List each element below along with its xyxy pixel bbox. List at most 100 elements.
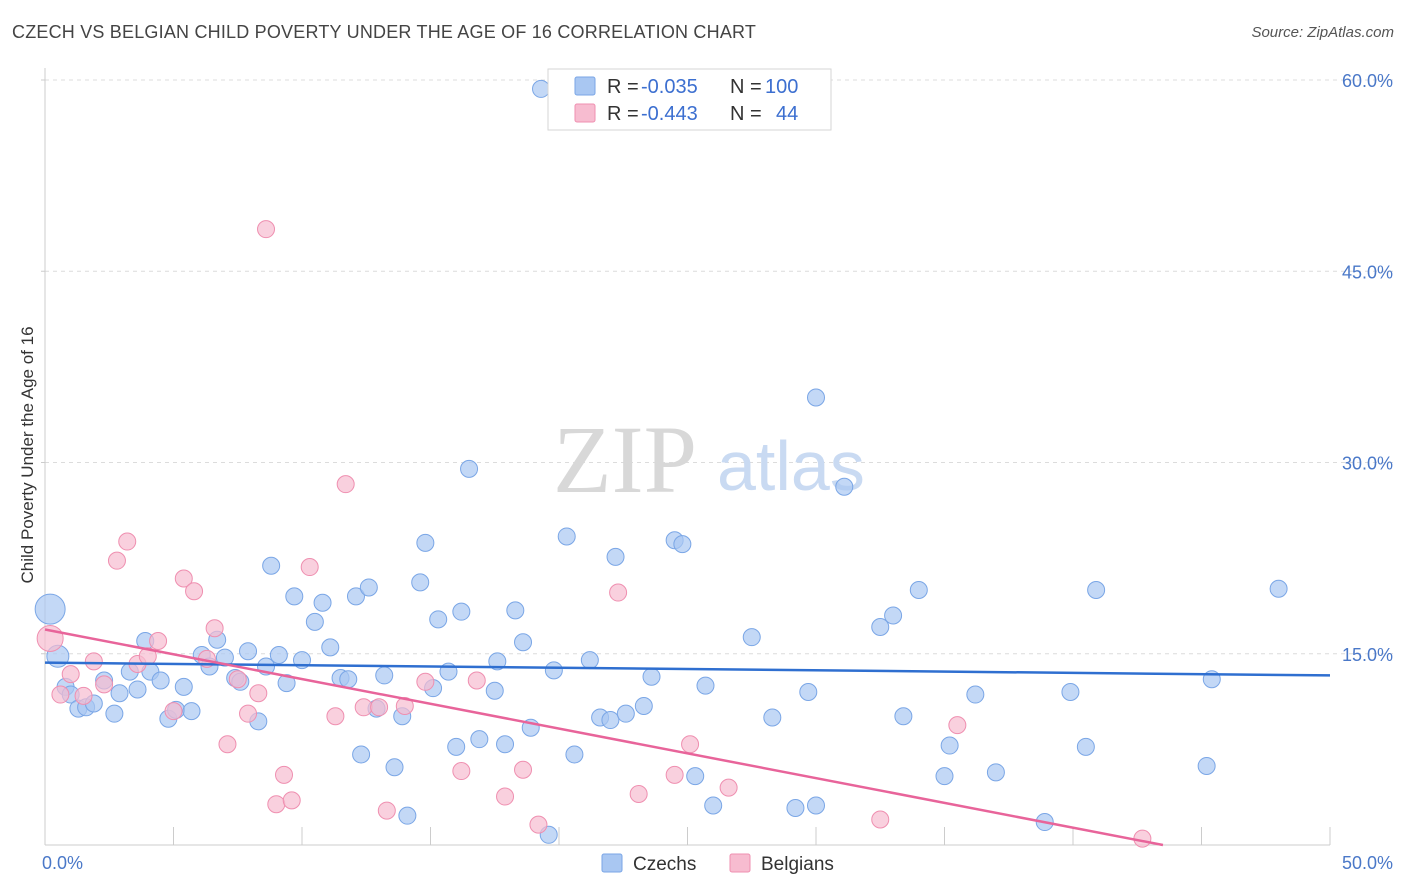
trend-lines xyxy=(44,628,1331,847)
czech-point xyxy=(277,674,296,693)
belgian-point xyxy=(228,670,247,689)
belgian-point xyxy=(118,532,137,551)
czech-point xyxy=(642,667,661,686)
czech-point xyxy=(704,796,723,815)
czech-point xyxy=(580,651,599,670)
czech-point xyxy=(673,535,692,554)
czech-point xyxy=(416,533,435,552)
czech-point xyxy=(321,638,340,657)
czech-point xyxy=(411,573,430,592)
legend-n-label: N = xyxy=(730,76,762,98)
belgian-point xyxy=(529,815,548,834)
belgian-point xyxy=(416,672,435,691)
czech-point xyxy=(352,745,371,764)
legend-swatch-czechs xyxy=(574,76,596,96)
y-tick-label: 60.0% xyxy=(1342,71,1393,91)
belgian-point xyxy=(629,785,648,803)
bottom-legend: Czechs Belgians xyxy=(601,853,834,875)
belgian-point xyxy=(51,685,70,704)
legend-r-label: R = xyxy=(607,76,639,98)
legend-swatch-czechs xyxy=(601,853,623,873)
legend-n-value-czechs: 100 xyxy=(765,76,798,98)
czech-point xyxy=(34,593,66,625)
czech-point xyxy=(532,79,551,98)
y-tick-label: 30.0% xyxy=(1342,454,1393,474)
czech-point xyxy=(262,556,281,575)
czech-point xyxy=(110,684,129,703)
chart-title: CZECH VS BELGIAN CHILD POVERTY UNDER THE… xyxy=(12,22,757,42)
belgian-point xyxy=(95,675,114,694)
czech-point xyxy=(239,642,258,661)
czech-point xyxy=(174,677,193,696)
belgian-point xyxy=(336,475,355,494)
belgian-point xyxy=(164,702,183,721)
source-credit: Source: ZipAtlas.com xyxy=(1251,24,1394,41)
czech-point xyxy=(799,683,818,701)
czech-trend-line xyxy=(44,661,1331,677)
czech-point xyxy=(305,612,324,631)
belgian-point xyxy=(218,735,237,754)
x-tick-labels: 0.0% 50.0% xyxy=(42,853,1393,873)
legend-n-value-belgians: 44 xyxy=(776,103,798,125)
czech-point xyxy=(884,606,903,625)
czech-point xyxy=(986,763,1005,782)
y-tick-label: 15.0% xyxy=(1342,645,1393,665)
czech-point xyxy=(835,477,854,496)
belgian-point xyxy=(267,795,286,814)
belgian-points xyxy=(36,220,1152,848)
belgian-point xyxy=(609,583,628,602)
belgian-point xyxy=(681,735,700,754)
czech-point xyxy=(385,758,404,777)
legend-label-belgians: Belgians xyxy=(761,854,834,875)
belgian-point xyxy=(452,762,471,781)
czech-point xyxy=(1061,683,1080,701)
czech-point xyxy=(557,527,576,546)
czech-point xyxy=(742,628,761,647)
czech-point xyxy=(496,735,515,754)
belgian-point xyxy=(496,787,515,806)
belgian-point xyxy=(185,582,204,601)
czech-point xyxy=(269,646,288,665)
czech-point xyxy=(485,681,504,700)
legend-label-czechs: Czechs xyxy=(633,854,696,875)
czech-point xyxy=(807,796,825,815)
legend-r-value-czechs: -0.035 xyxy=(641,76,698,98)
legend-swatch-belgians xyxy=(729,853,751,873)
czech-point xyxy=(151,671,170,690)
belgian-point xyxy=(74,686,93,705)
czech-point xyxy=(616,704,635,723)
czech-point xyxy=(506,601,525,620)
czech-point xyxy=(871,617,890,636)
czech-point xyxy=(763,708,782,727)
czech-point xyxy=(894,707,913,726)
czech-point xyxy=(1269,579,1288,598)
belgian-point xyxy=(257,220,276,239)
czech-point xyxy=(460,459,479,478)
czech-point xyxy=(1197,756,1216,775)
czech-point xyxy=(398,806,417,825)
belgian-point xyxy=(370,698,389,717)
czech-point xyxy=(514,633,533,652)
belgian-point xyxy=(61,665,80,684)
x-tick-label: 0.0% xyxy=(42,853,83,873)
gridlines xyxy=(45,79,1395,655)
czech-point xyxy=(488,652,507,671)
belgian-point xyxy=(107,551,126,570)
czech-point xyxy=(215,648,234,667)
czech-point xyxy=(429,610,448,629)
czech-point xyxy=(182,702,201,721)
czech-point xyxy=(634,697,653,716)
belgian-point xyxy=(275,765,294,784)
belgian-point xyxy=(395,697,414,716)
czech-point xyxy=(105,704,124,723)
belgian-point xyxy=(871,810,890,829)
czech-point xyxy=(601,711,620,730)
czech-point xyxy=(285,587,304,606)
czech-point xyxy=(1076,737,1095,756)
czech-point xyxy=(935,767,954,786)
czech-point xyxy=(359,578,378,597)
czech-point xyxy=(452,602,471,621)
belgian-point xyxy=(239,704,258,723)
czech-point xyxy=(313,593,332,612)
